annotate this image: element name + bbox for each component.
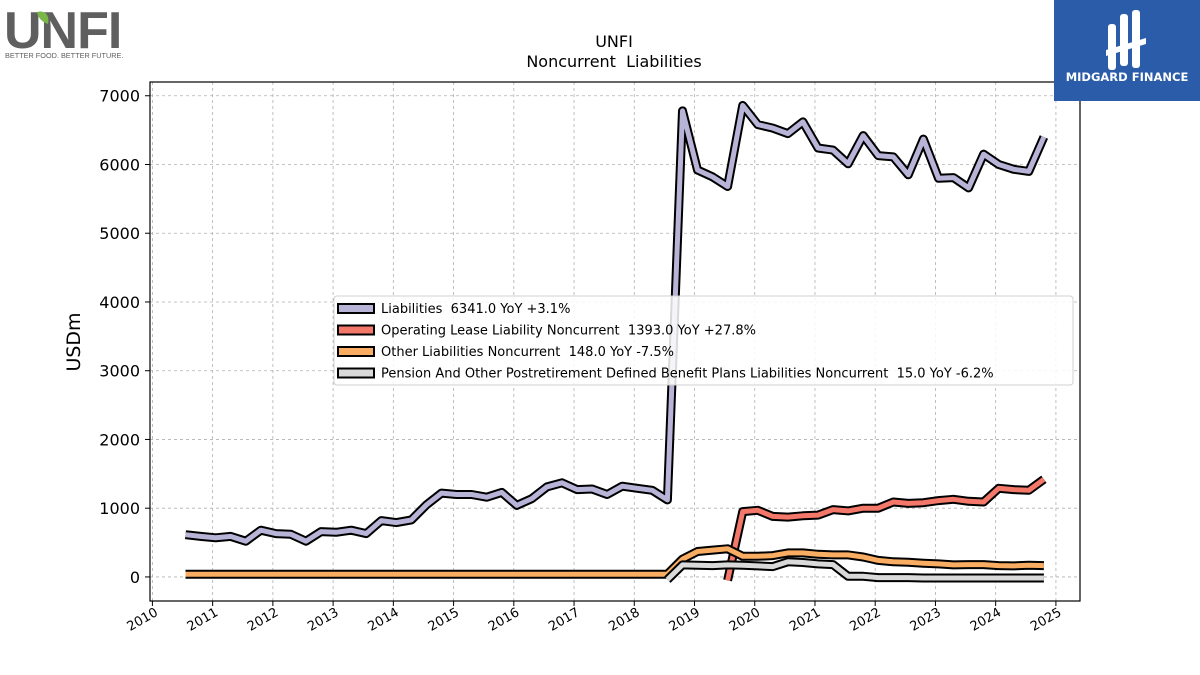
midgard-emblem-icon bbox=[1106, 10, 1146, 70]
legend-swatch bbox=[337, 346, 375, 357]
series-line bbox=[185, 102, 1047, 544]
x-tick-label: 2017 bbox=[546, 605, 582, 635]
x-tick-label: 2010 bbox=[125, 605, 161, 635]
y-tick-label: 3000 bbox=[99, 362, 140, 381]
y-tick-label: 2000 bbox=[99, 430, 140, 449]
series-group bbox=[184, 100, 1049, 546]
x-tick-label: 2019 bbox=[667, 605, 703, 635]
x-tick-label: 2016 bbox=[486, 605, 522, 635]
x-tick-label: 2012 bbox=[245, 605, 281, 635]
series-line bbox=[665, 559, 1044, 582]
series-lines bbox=[184, 100, 1049, 583]
legend-swatch bbox=[337, 367, 375, 379]
x-tick-label: 2013 bbox=[305, 605, 341, 635]
legend: Liabilities 6341.0 YoY +3.1% Operating Le… bbox=[333, 295, 1074, 386]
x-tick-label: 2015 bbox=[426, 605, 462, 635]
x-tick-label: 2021 bbox=[787, 605, 823, 635]
x-tick-label: 2018 bbox=[606, 605, 642, 635]
series-group bbox=[185, 544, 1044, 579]
x-tick-label: 2024 bbox=[968, 605, 1004, 635]
unfi-leaf-icon bbox=[37, 11, 49, 24]
plot-frame bbox=[149, 81, 1081, 602]
chart-title: UNFI bbox=[595, 32, 633, 51]
legend-box bbox=[333, 295, 1074, 386]
unfi-logo: UNFI BETTER FOOD. BETTER FUTURE. bbox=[4, 2, 128, 60]
y-tick-label: 1000 bbox=[99, 499, 140, 518]
y-axis-label: USDm bbox=[63, 312, 85, 371]
legend-label: Other Liabilities Noncurrent 148.0 YoY -… bbox=[381, 345, 674, 360]
x-tick-label: 2014 bbox=[366, 605, 402, 635]
chart-subtitle: Noncurrent Liabilities bbox=[526, 52, 701, 71]
series-line bbox=[725, 477, 1046, 581]
midgard-wordmark: MIDGARD FINANCE bbox=[1066, 70, 1189, 84]
legend-swatch bbox=[337, 303, 375, 314]
y-tick-label: 4000 bbox=[99, 293, 140, 312]
midgard-finance-logo: MIDGARD FINANCE bbox=[1054, 0, 1200, 101]
x-tick-label: 2020 bbox=[727, 605, 763, 635]
legend-swatch bbox=[337, 324, 375, 336]
x-tick-label: 2022 bbox=[847, 605, 883, 635]
series-group bbox=[664, 557, 1044, 583]
legend-label: Operating Lease Liability Noncurrent 139… bbox=[381, 324, 756, 339]
legend-label: Pension And Other Postretirement Defined… bbox=[381, 367, 994, 382]
y-tick-label: 5000 bbox=[99, 224, 140, 243]
series-group bbox=[723, 475, 1047, 582]
unfi-wordmark: UNFI bbox=[4, 4, 121, 60]
series-line bbox=[185, 546, 1044, 577]
y-tick-label: 6000 bbox=[99, 155, 140, 174]
legend-label: Liabilities 6341.0 YoY +3.1% bbox=[381, 302, 570, 317]
x-tick-label: 2023 bbox=[908, 605, 944, 635]
x-tick-label: 2011 bbox=[185, 605, 221, 635]
y-tick-label: 7000 bbox=[99, 87, 140, 106]
unfi-tagline: BETTER FOOD. BETTER FUTURE. bbox=[5, 51, 123, 60]
y-tick-label: 0 bbox=[130, 568, 140, 587]
x-tick-label: 2025 bbox=[1028, 605, 1064, 635]
